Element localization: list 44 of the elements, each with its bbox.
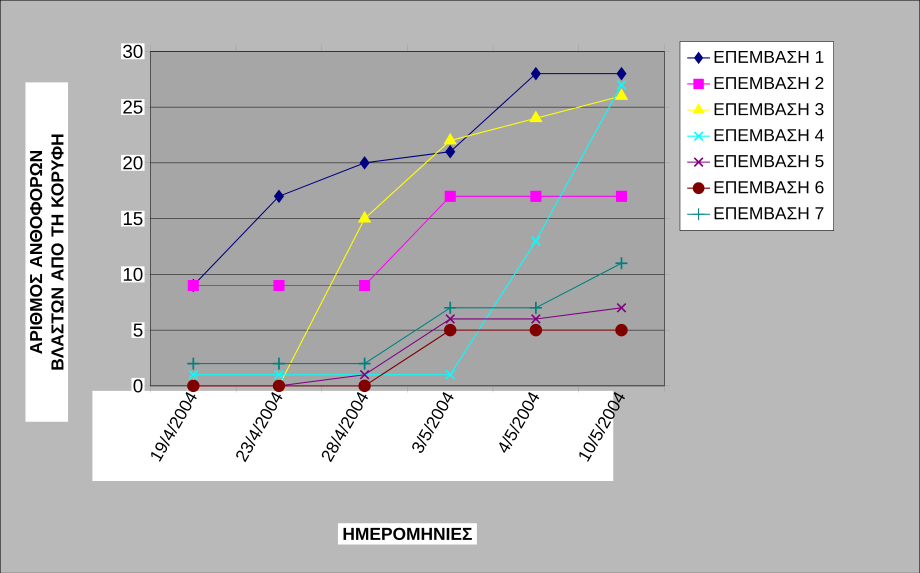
point (528, 300, 543, 314)
point (616, 67, 626, 80)
legend-label: ΕΠΕΜΒΑΣΗ 1 (714, 50, 824, 63)
point (359, 280, 370, 291)
legend-label: ΕΠΕΜΒΑΣΗ 4 (714, 128, 824, 141)
y-tick-label: 0 (134, 379, 142, 392)
point (445, 370, 456, 380)
point (358, 379, 371, 392)
point (444, 324, 456, 336)
point (273, 280, 285, 291)
point (531, 314, 541, 324)
point (615, 88, 628, 100)
y-axis-title: ΑΡΙΘΜΟΣ ΑΝΘΟΦΟΡΩΝ ΒΛΑΣΤΩΝ ΑΠΟ ΤΗ ΚΟΡΥΦΗ (30, 134, 64, 370)
point (360, 156, 370, 169)
y-tick-label: 10 (124, 268, 142, 281)
point (616, 190, 628, 202)
point (530, 67, 541, 80)
y-tick-label: 25 (123, 100, 142, 114)
legend-label: ΕΠΕΜΒΑΣΗ 2 (714, 76, 824, 89)
point (615, 324, 628, 336)
point (444, 190, 456, 202)
point (274, 190, 284, 202)
point (530, 111, 542, 122)
point (614, 256, 628, 270)
y-tick-label: 15 (124, 212, 142, 225)
legend-label: ΕΠΕΜΒΑΣΗ 7 (714, 207, 824, 219)
y-tick-label: 5 (134, 323, 142, 336)
point (531, 236, 541, 246)
point (188, 370, 198, 380)
y-tick-label: 30 (123, 44, 142, 58)
point (358, 356, 372, 370)
y-tick-label: 20 (123, 156, 142, 170)
point (530, 324, 542, 336)
legend-label: ΕΠΕΜΒΑΣΗ 6 (714, 180, 824, 194)
point (358, 212, 371, 222)
point (530, 190, 542, 202)
point (272, 356, 286, 370)
point (186, 356, 200, 370)
point (445, 145, 456, 158)
point (444, 133, 456, 144)
legend-label: ΕΠΕΜΒΑΣΗ 3 (714, 102, 824, 116)
point (443, 300, 458, 314)
x-axis-title: ΗΜΕΡΟΜΗΝΙΕΣ (344, 528, 472, 540)
legend-label: ΕΠΕΜΒΑΣΗ 5 (714, 154, 824, 168)
